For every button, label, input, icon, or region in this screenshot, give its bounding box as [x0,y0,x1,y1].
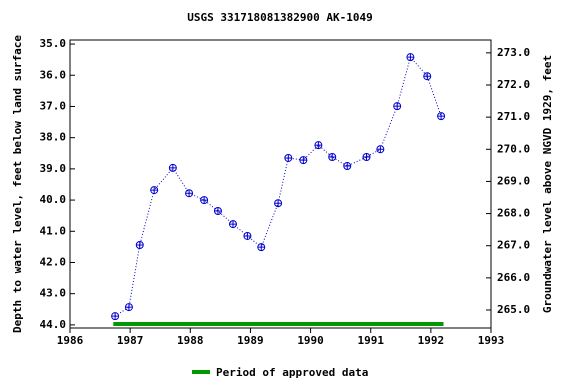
data-point [362,153,371,162]
marker-cross [257,243,265,251]
data-point [243,231,252,240]
marker-cross [406,53,414,61]
x-tick-label: 1992 [418,334,445,347]
data-point [124,303,133,312]
data-point [299,156,308,165]
y2-tick-label: 266.0 [497,271,530,284]
data-line [114,56,442,317]
data-point [168,163,177,172]
data-point [393,102,402,111]
marker-cross [363,153,371,161]
y-tick-label: 41.0 [40,224,67,237]
y-axis-label: Depth to water level, feet below land su… [11,35,24,333]
marker-cross [437,112,445,120]
marker-cross [274,199,282,207]
y-tick-label: 42.0 [40,255,67,268]
marker-cross [169,164,177,172]
marker-cross [150,186,158,194]
y2-tick-label: 269.0 [497,174,530,187]
y2-tick-label: 268.0 [497,207,530,220]
data-point [185,189,194,198]
y2-tick-label: 272.0 [497,78,530,91]
y-tick-label: 43.0 [40,287,67,300]
y-tick-label: 35.0 [40,37,67,50]
data-point [284,153,293,162]
marker-cross [200,196,208,204]
marker-cross [376,145,384,153]
data-point [228,220,237,229]
chart-title: USGS 331718081382900 AK-1049 [187,11,372,24]
marker-cross [393,102,401,110]
y-tick-label: 39.0 [40,162,67,175]
data-point [328,153,337,162]
data-point [406,53,415,62]
x-tick-label: 1987 [117,334,144,347]
data-point [200,196,209,205]
data-point [437,112,446,121]
y2-axis-label: Groundwater level above NGVD 1929, feet [541,55,554,313]
marker-cross [136,241,144,249]
data-point [314,141,323,150]
y2-tick-label: 265.0 [497,303,530,316]
marker-cross [125,303,133,311]
marker-cross [284,154,292,162]
x-tick-label: 1991 [357,334,384,347]
x-tick-label: 1988 [177,334,204,347]
marker-cross [243,232,251,240]
data-point [343,162,352,171]
y2-tick-label: 267.0 [497,239,530,252]
y2-tick-label: 270.0 [497,142,530,155]
y-tick-label: 44.0 [40,318,67,331]
y2-tick-label: 271.0 [497,110,530,123]
y-tick-label: 37.0 [40,99,67,112]
data-point [150,186,159,195]
x-tick-label: 1990 [297,334,324,347]
x-tick-label: 1989 [237,334,264,347]
data-point [111,312,120,321]
marker-cross [314,141,322,149]
marker-cross [111,312,119,320]
data-point [213,206,222,215]
y-tick-label: 36.0 [40,68,67,81]
marker-cross [185,189,193,197]
marker-cross [229,220,237,228]
marker-cross [328,153,336,161]
marker-cross [299,156,307,164]
data-point [257,243,266,252]
data-point [274,199,283,208]
x-tick-label: 1986 [57,334,84,347]
y-tick-label: 40.0 [40,193,67,206]
y2-tick-label: 273.0 [497,46,530,59]
data-point [135,241,144,250]
marker-cross [423,72,431,80]
marker-cross [343,162,351,170]
data-point [376,145,385,154]
y-tick-label: 38.0 [40,131,67,144]
x-tick-label: 1993 [478,334,505,347]
plot-frame [69,39,492,329]
data-point [423,72,432,81]
marker-cross [214,207,222,215]
legend-label: Period of approved data [216,366,368,379]
